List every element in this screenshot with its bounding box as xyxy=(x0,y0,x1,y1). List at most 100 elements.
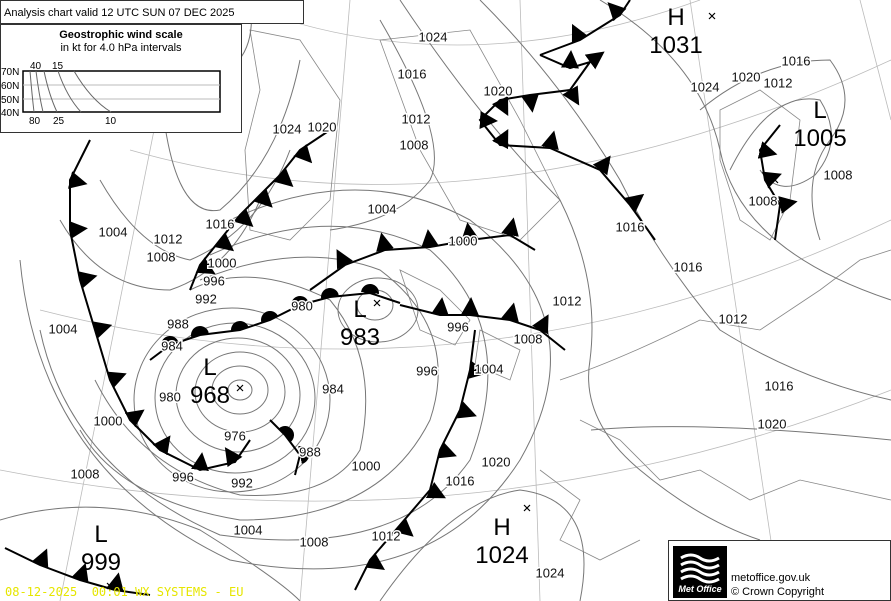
isobar-label: 1020 xyxy=(732,69,761,84)
isobar-label: 1020 xyxy=(482,454,511,469)
timestamp-stamp: 08-12-2025 00:01 WX SYSTEMS - EU xyxy=(5,585,243,599)
isobar-label: 996 xyxy=(447,319,469,334)
isobar xyxy=(227,379,253,401)
isobar-label: 1016 xyxy=(446,473,475,488)
centre-cross-icon xyxy=(523,504,531,512)
isobar-label: 1012 xyxy=(719,311,748,326)
isobar-label: 1000 xyxy=(94,413,123,428)
bottom-label: 10 xyxy=(105,116,117,127)
isobar-label: 1024 xyxy=(536,565,565,580)
logo-text: Met Office xyxy=(678,584,722,594)
isobar-label: 988 xyxy=(299,444,321,459)
isobar-label: 1004 xyxy=(99,224,128,239)
bottom-label: 80 xyxy=(29,116,41,127)
pressure-centre-value: 968 xyxy=(190,382,230,409)
isobar-label: 980 xyxy=(291,298,313,313)
isobar-label: 1016 xyxy=(765,378,794,393)
wind-scale-graph: 70N 60N 50N 40N 40 15 80 25 10 xyxy=(1,61,221,127)
isobar-label: 996 xyxy=(203,273,225,288)
isobar-label: 988 xyxy=(167,316,189,331)
stamp-time: 08-12-2025 00:01 xyxy=(5,585,128,599)
cold-front-4 xyxy=(354,329,488,591)
wind-scale-title: Geostrophic wind scale xyxy=(59,29,183,41)
isobar-labels: 1024101610201012100810041000102410201016… xyxy=(47,28,854,582)
isobar-label: 1004 xyxy=(49,321,78,336)
warm-front xyxy=(269,419,309,476)
isobar-label: 1000 xyxy=(449,233,478,248)
isobar-label: 1008 xyxy=(514,331,543,346)
isobar-label: 1024 xyxy=(419,29,448,44)
isobar-label: 1012 xyxy=(372,528,401,543)
isobar xyxy=(99,149,291,261)
geostrophic-wind-scale: Geostrophic wind scale in kt for 4.0 hPa… xyxy=(0,24,242,133)
isobar xyxy=(79,256,439,521)
pressure-centre-value: 983 xyxy=(340,324,380,351)
centre-cross-icon xyxy=(771,176,779,184)
top-label: 40 xyxy=(30,61,42,72)
isobar xyxy=(590,426,891,441)
isobar-label: 1008 xyxy=(824,167,853,182)
pressure-centre-type: H xyxy=(667,4,684,31)
isobar xyxy=(39,225,489,541)
pressure-centre-type: L xyxy=(813,97,826,124)
isobar xyxy=(599,0,891,301)
isobar-label: 984 xyxy=(322,381,344,396)
centre-cross-icon xyxy=(708,12,716,20)
isobar-label: 1000 xyxy=(352,458,381,473)
isobar-label: 1008 xyxy=(400,137,429,152)
isobar-label: 1020 xyxy=(758,416,787,431)
isobar-label: 1024 xyxy=(273,121,302,136)
isobar-label: 1008 xyxy=(749,193,778,208)
centre-cross-icon xyxy=(373,299,381,307)
cold-front-6 xyxy=(4,547,151,596)
isobar-label: 1008 xyxy=(147,249,176,264)
isobar-label: 1020 xyxy=(484,83,513,98)
centre-cross-icon xyxy=(236,384,244,392)
cold-front-3 xyxy=(399,297,566,351)
lat-40n: 40N xyxy=(1,108,19,119)
lat-70n: 70N xyxy=(1,67,19,78)
isobar-label: 1004 xyxy=(234,522,263,537)
top-label: 15 xyxy=(52,61,64,72)
isobar-label: 1016 xyxy=(398,66,427,81)
isobar-label: 1004 xyxy=(475,361,504,376)
isobar xyxy=(699,59,846,241)
isobar-label: 996 xyxy=(172,469,194,484)
pressure-centre-value: 999 xyxy=(81,549,121,576)
front-1031 xyxy=(539,0,631,56)
isobar-label: 1012 xyxy=(553,293,582,308)
chart-title: Analysis chart valid 12 UTC SUN 07 DEC 2… xyxy=(0,0,304,24)
waves-icon xyxy=(680,553,720,584)
pressure-centre-value: 1005 xyxy=(793,125,846,152)
isobar-label: 1004 xyxy=(368,201,397,216)
isobar-label: 996 xyxy=(416,363,438,378)
cold-front-2 xyxy=(309,217,536,291)
site-link[interactable]: metoffice.gov.uk xyxy=(731,572,811,584)
centre-cross-icon xyxy=(106,582,114,590)
pressure-centre-type: L xyxy=(203,354,216,381)
isobar-label: 1008 xyxy=(300,534,329,549)
bottom-label: 25 xyxy=(53,116,65,127)
stamp-system: WX SYSTEMS - EU xyxy=(135,585,244,599)
isobar-label: 1016 xyxy=(206,216,235,231)
pressure-centre-type: L xyxy=(94,521,107,548)
cold-front-5 xyxy=(478,50,656,241)
isobar-label: 1012 xyxy=(402,111,431,126)
isobar-label: 992 xyxy=(231,475,253,490)
wind-scale-subtitle: in kt for 4.0 hPa intervals xyxy=(60,42,182,54)
pressure-centre-type: H xyxy=(493,514,510,541)
pressure-centre-type: L xyxy=(353,296,366,323)
isobar-label: 1016 xyxy=(674,259,703,274)
isobar-label: 1020 xyxy=(308,119,337,134)
isobar xyxy=(19,189,551,570)
isobar-label: 1000 xyxy=(208,255,237,270)
occluded-front xyxy=(67,139,251,472)
copyright: © Crown Copyright xyxy=(731,586,825,598)
isobar-label: 1024 xyxy=(691,79,720,94)
isobar-label: 980 xyxy=(159,389,181,404)
isobar-label: 1012 xyxy=(764,75,793,90)
isobar-label: 1016 xyxy=(616,219,645,234)
